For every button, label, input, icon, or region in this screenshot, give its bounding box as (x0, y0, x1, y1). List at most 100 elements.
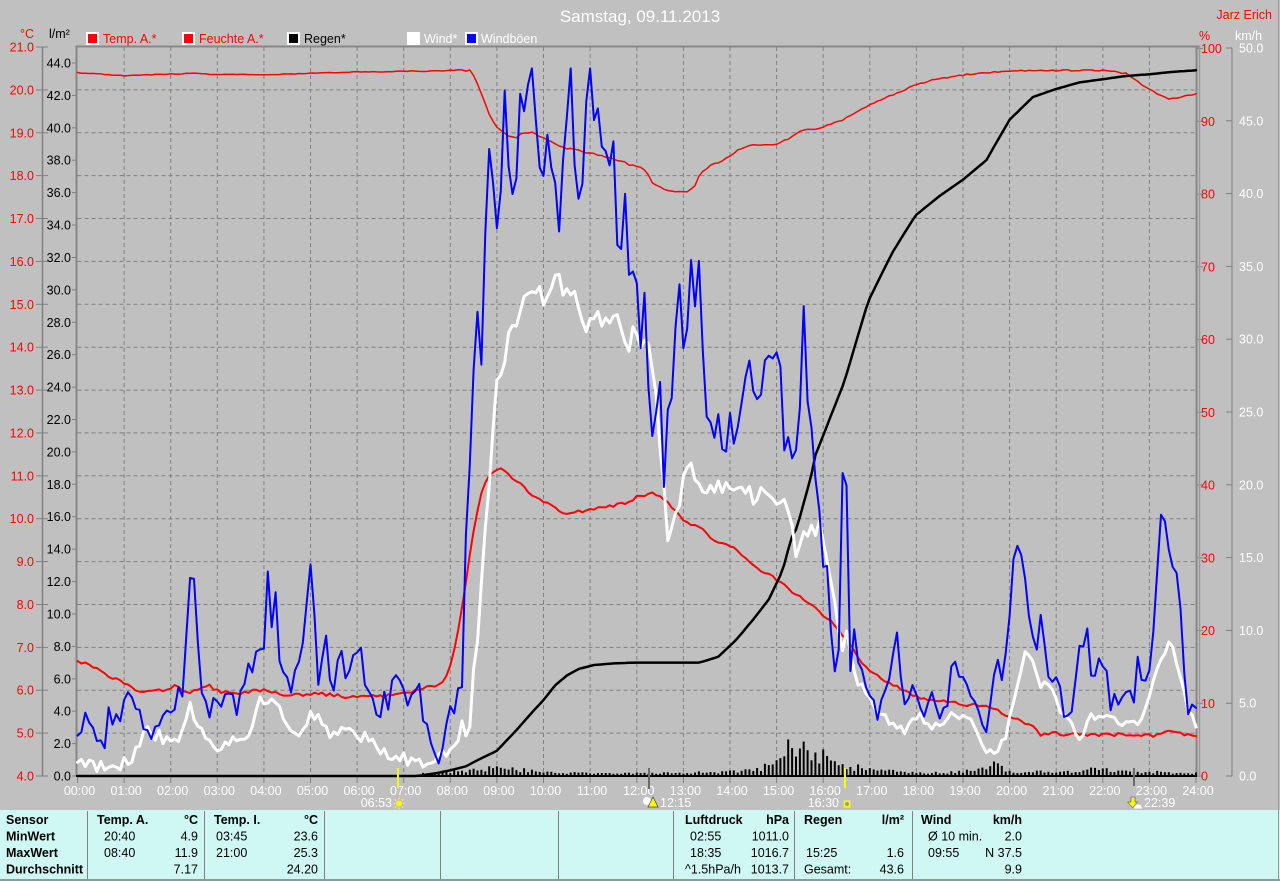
svg-text:Gesamt:: Gesamt: (804, 863, 851, 877)
svg-text:2.0: 2.0 (1005, 830, 1022, 844)
svg-text:100: 100 (1201, 42, 1222, 56)
svg-text:50.0: 50.0 (1239, 42, 1263, 56)
svg-text:05:00: 05:00 (297, 784, 328, 798)
svg-text:4.9: 4.9 (181, 830, 198, 844)
svg-text:12.0: 12.0 (47, 575, 71, 589)
svg-text:Durchschnitt: Durchschnitt (6, 863, 84, 877)
svg-text:5.0: 5.0 (17, 727, 34, 741)
svg-text:15:00: 15:00 (763, 784, 794, 798)
svg-text:24.0: 24.0 (47, 381, 71, 395)
svg-text:7.0: 7.0 (17, 641, 34, 655)
svg-text:l/m²: l/m² (49, 27, 70, 41)
svg-text:34.0: 34.0 (47, 219, 71, 233)
svg-text:24.20: 24.20 (287, 863, 318, 877)
svg-text:20.0: 20.0 (1239, 478, 1263, 492)
svg-text:^1.5hPa/h: ^1.5hPa/h (685, 863, 741, 877)
svg-text:21:00: 21:00 (216, 846, 247, 860)
svg-text:11:00: 11:00 (577, 784, 607, 798)
svg-text:36.0: 36.0 (47, 186, 71, 200)
svg-text:0: 0 (1201, 770, 1208, 784)
svg-text:42.0: 42.0 (47, 89, 71, 103)
svg-text:18.0: 18.0 (10, 169, 34, 183)
svg-text:18:35: 18:35 (690, 846, 721, 860)
svg-text:Luftdruck: Luftdruck (685, 813, 743, 827)
svg-text:20.0: 20.0 (47, 445, 71, 459)
svg-text:70: 70 (1201, 260, 1215, 274)
svg-text:12:00: 12:00 (623, 784, 654, 798)
svg-text:8.0: 8.0 (17, 598, 34, 612)
svg-text:6.0: 6.0 (17, 684, 34, 698)
svg-text:08:40: 08:40 (104, 846, 135, 860)
svg-text:2.0: 2.0 (54, 737, 71, 751)
svg-text:30.0: 30.0 (1239, 333, 1263, 347)
svg-text:Sensor: Sensor (6, 813, 49, 827)
svg-text:18.0: 18.0 (47, 478, 71, 492)
svg-text:16.0: 16.0 (47, 510, 71, 524)
svg-text:MinWert: MinWert (6, 830, 56, 844)
svg-text:45.0: 45.0 (1239, 114, 1263, 128)
svg-text:Temp. I.: Temp. I. (214, 813, 260, 827)
svg-text:20:40: 20:40 (104, 830, 135, 844)
svg-text:60: 60 (1201, 333, 1215, 347)
svg-text:Jarz Erich: Jarz Erich (1216, 8, 1272, 22)
svg-text:15.0: 15.0 (1239, 551, 1263, 565)
svg-text:01:00: 01:00 (110, 784, 141, 798)
svg-text:40.0: 40.0 (1239, 187, 1263, 201)
svg-text:30: 30 (1201, 551, 1215, 565)
svg-text:1013.7: 1013.7 (751, 863, 789, 877)
svg-text:5.0: 5.0 (1239, 697, 1256, 711)
svg-text:8.0: 8.0 (54, 640, 71, 654)
svg-text:14.0: 14.0 (10, 341, 34, 355)
svg-text:°C: °C (304, 813, 318, 827)
svg-text:22.0: 22.0 (47, 413, 71, 427)
svg-text:13:00: 13:00 (670, 784, 701, 798)
svg-text:03:45: 03:45 (216, 830, 247, 844)
svg-text:N 37.5: N 37.5 (985, 846, 1022, 860)
svg-text:22:39: 22:39 (1144, 796, 1175, 810)
svg-text:06:00: 06:00 (343, 784, 374, 798)
svg-text:12:15: 12:15 (660, 796, 691, 810)
svg-text:90: 90 (1201, 115, 1215, 129)
svg-text:44.0: 44.0 (47, 57, 71, 71)
svg-text:10.0: 10.0 (47, 608, 71, 622)
svg-text:24:00: 24:00 (1182, 784, 1213, 798)
svg-text:9.9: 9.9 (1005, 863, 1022, 877)
svg-text:Ø 10 min.: Ø 10 min. (928, 830, 982, 844)
svg-text:km/h: km/h (1235, 29, 1262, 43)
svg-text:14:00: 14:00 (716, 784, 747, 798)
svg-text:10.0: 10.0 (1239, 624, 1263, 638)
svg-text:30.0: 30.0 (47, 283, 71, 297)
svg-text:23:00: 23:00 (1136, 784, 1167, 798)
svg-text:Temp. A.*: Temp. A.* (103, 32, 157, 46)
svg-text:21:00: 21:00 (1043, 784, 1074, 798)
svg-text:7.17: 7.17 (174, 863, 198, 877)
svg-text:Wind*: Wind* (424, 32, 457, 46)
svg-text:11.9: 11.9 (175, 846, 198, 860)
svg-text:15.0: 15.0 (10, 298, 34, 312)
svg-text:13.0: 13.0 (10, 384, 34, 398)
svg-text:02:00: 02:00 (157, 784, 188, 798)
svg-text:Feuchte A.*: Feuchte A.* (199, 32, 264, 46)
svg-text:km/h: km/h (993, 813, 1022, 827)
svg-text:32.0: 32.0 (47, 251, 71, 265)
svg-text:0.0: 0.0 (54, 770, 71, 784)
svg-text:20: 20 (1201, 624, 1215, 638)
svg-text:28.0: 28.0 (47, 316, 71, 330)
svg-text:Samstag, 09.11.2013: Samstag, 09.11.2013 (560, 7, 720, 26)
svg-text:Wind: Wind (921, 813, 951, 827)
svg-text:1011.0: 1011.0 (752, 830, 789, 844)
svg-text:0.0: 0.0 (1239, 770, 1256, 784)
svg-text:00:00: 00:00 (64, 784, 95, 798)
svg-text:21.0: 21.0 (10, 41, 34, 55)
svg-text:11.0: 11.0 (11, 469, 34, 483)
svg-text:43.6: 43.6 (880, 863, 904, 877)
svg-text:25.3: 25.3 (294, 846, 318, 860)
svg-text:1.6: 1.6 (887, 846, 904, 860)
svg-text:10: 10 (1201, 697, 1215, 711)
svg-text:17.0: 17.0 (10, 212, 34, 226)
svg-text:16:30: 16:30 (808, 796, 839, 810)
svg-text:hPa: hPa (766, 813, 790, 827)
svg-text:23.6: 23.6 (294, 830, 318, 844)
svg-text:16.0: 16.0 (10, 255, 34, 269)
svg-text:38.0: 38.0 (47, 154, 71, 168)
